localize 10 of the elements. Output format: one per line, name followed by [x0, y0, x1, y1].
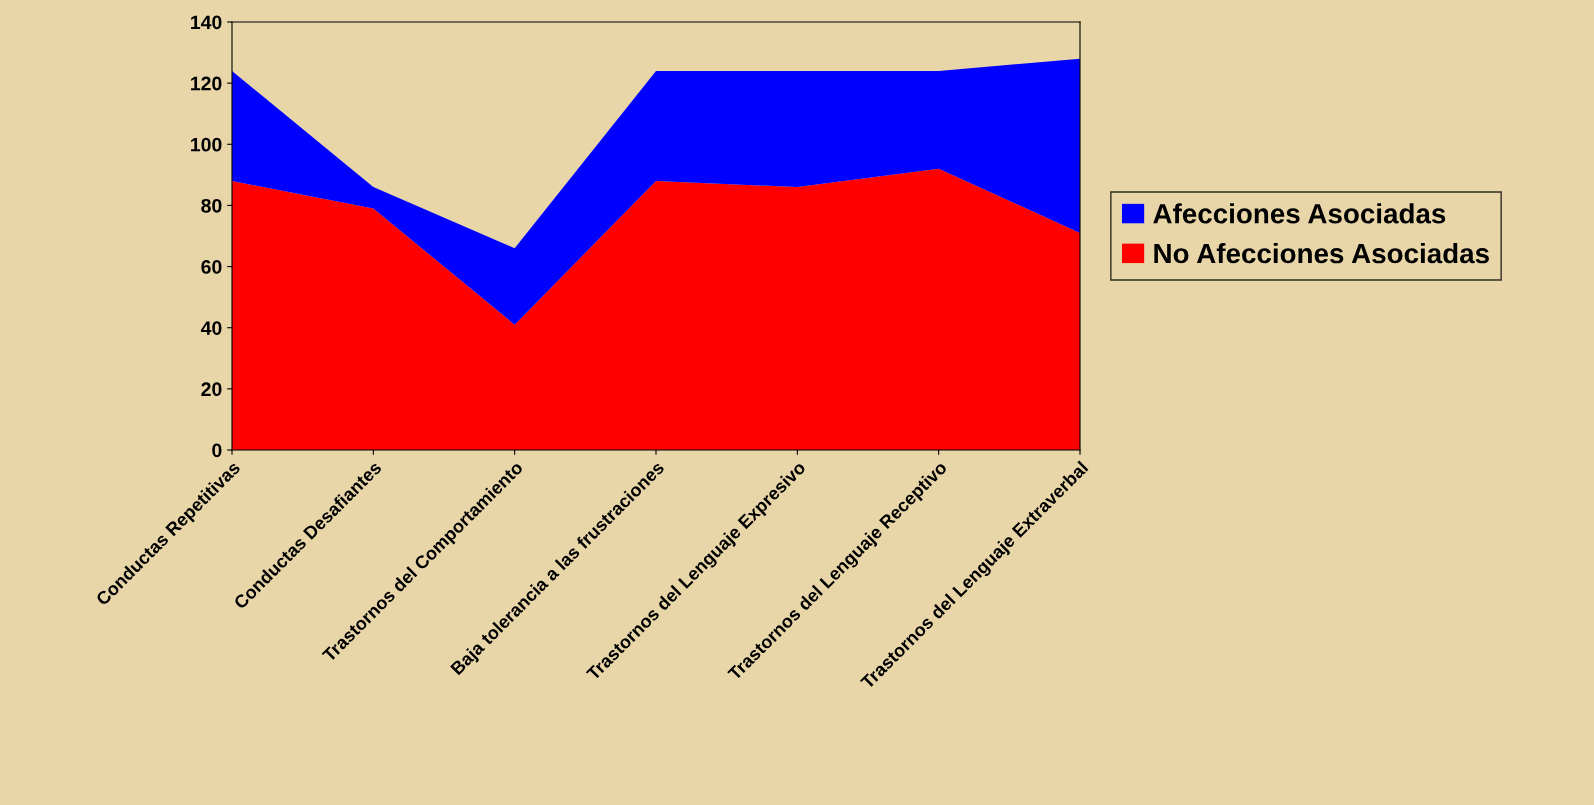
- y-tick-label: 20: [201, 382, 222, 397]
- y-tick-label: 120: [191, 76, 222, 91]
- y-tick-label: 80: [201, 198, 222, 213]
- y-tick-label: 0: [212, 443, 222, 458]
- y-tick-label: 60: [201, 260, 222, 274]
- y-tick-label: 140: [191, 15, 222, 30]
- legend-label: Afecciones Asociadas: [1153, 203, 1446, 224]
- y-tick-label: 100: [191, 137, 222, 152]
- legend-label: No Afecciones Asociadas: [1154, 242, 1489, 264]
- y-tick-label: 40: [200, 321, 222, 335]
